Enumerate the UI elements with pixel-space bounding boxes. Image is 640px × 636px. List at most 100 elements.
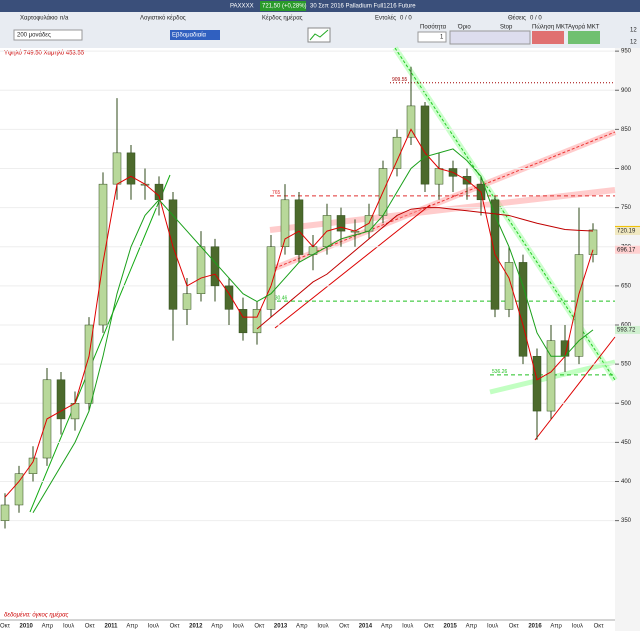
label: Ποσότητα [420,24,447,31]
x-tick-label: Απρ [466,624,478,630]
candle-body [126,152,136,185]
candle-body [210,246,220,287]
x-tick-label: Οκτ [509,624,520,630]
candle-body [434,168,444,185]
candle-body [280,199,290,248]
quote: 721,50 (+0,28%) [262,4,307,10]
candle-body [336,215,346,232]
period: Εβδομαδιαία [172,33,207,39]
y-tick-label: 550 [621,362,632,368]
x-tick-label: Απρ [211,624,223,630]
buy-button[interactable] [568,31,600,44]
price-tag-label: 593.72 [617,327,636,333]
candle-body [56,379,66,420]
x-tick-label: Οκτ [424,624,435,630]
x-tick-label: 2014 [359,624,373,630]
x-tick-label: 2015 [444,624,458,630]
y-tick-label: 500 [621,401,632,407]
moving-average [4,128,594,498]
title-bar [0,0,640,12]
value: n/a [60,16,69,22]
y-tick-label: 900 [621,88,632,94]
candle-body [252,309,262,334]
range-info: Υψηλό 749.50 Χαμηλό 453.55 [4,50,85,57]
candle-body [392,136,402,169]
y-tick-label: 350 [621,518,632,524]
level-label: 765 [272,190,281,196]
candle-body [0,504,10,521]
units: 200 μονάδες [17,32,51,39]
label: Εντολές [375,15,396,22]
candle-body [84,324,94,404]
x-tick-label: Απρ [126,624,138,630]
price-tag-label: 696.17 [617,247,636,253]
candle-body [70,403,80,420]
candle-body [574,254,584,357]
y-tick-label: 850 [621,127,632,133]
candle-body [224,285,234,310]
x-tick-label: Ιουλ [233,624,244,630]
candle-body [518,262,528,357]
icon [309,29,329,41]
candle-body [266,246,276,310]
y-tick-label: 400 [621,479,632,485]
candle-body [588,229,598,255]
candle-body [168,199,178,310]
period-select[interactable] [170,30,220,40]
x-tick-label: Οκτ [0,624,11,630]
label: Όριο [457,25,471,31]
moving-average [32,148,594,514]
price-tag-label: 720.19 [617,229,636,235]
price-tag [615,226,640,235]
x-tick-label: 2013 [274,624,288,630]
candle-body [112,152,122,185]
quantity-input[interactable] [417,31,447,43]
footer: δεδομένα: όγκος ημέρας [4,612,69,619]
moving-average [256,207,594,330]
label: Αγορά ΜΚΤ [568,24,600,31]
quote-box [260,1,306,11]
x-tick-label: 2016 [528,624,542,630]
order-buttons[interactable] [449,30,531,45]
x-tick-label: Οκτ [339,624,350,630]
candle-body [238,309,248,334]
label: Πώληση ΜΚΤ [532,25,569,31]
y-tick-label: 650 [621,283,632,289]
trend-line [534,336,616,441]
trend-line [29,174,171,513]
candle-body [28,457,38,474]
value: 0 / 0 [400,16,412,22]
label: Λογιστικό κέρδος [140,15,186,22]
spin: 12 [630,40,637,46]
x-tick-label: Απρ [550,624,562,630]
x-tick-label: Ιουλ [317,624,328,630]
x-tick-label: Οκτ [254,624,265,630]
level-label: 909.55 [392,77,408,83]
symbol: PAXXXX [230,4,254,10]
candle-body [532,356,542,412]
candle-body [182,293,192,310]
y-tick-label: 750 [621,205,632,211]
price-tag [615,245,640,254]
x-tick-label: Ιουλ [487,624,498,630]
candle-body [294,199,304,255]
x-tick-label: Οκτ [85,624,96,630]
y-tick-label: 950 [621,49,632,55]
candle-body [504,262,514,310]
y-tick-label: 800 [621,166,632,172]
chart-type-button[interactable] [307,27,331,43]
label: Θέσεις [508,15,526,22]
description: 30 Σεπ 2016 Palladium Full1216 Future [310,4,416,10]
price-tag [615,325,640,334]
candle-body [406,105,416,138]
value: 0 / 0 [530,16,542,22]
units-select[interactable] [13,29,83,41]
sell-button[interactable] [532,31,564,44]
x-tick-label: Ιουλ [148,624,159,630]
candle-body [14,473,24,506]
candle-body [98,183,108,326]
x-tick-label: Απρ [296,624,308,630]
label: Stop [500,25,513,31]
x-tick-label: Ιουλ [572,624,583,630]
x-tick-label: Οκτ [170,624,181,630]
